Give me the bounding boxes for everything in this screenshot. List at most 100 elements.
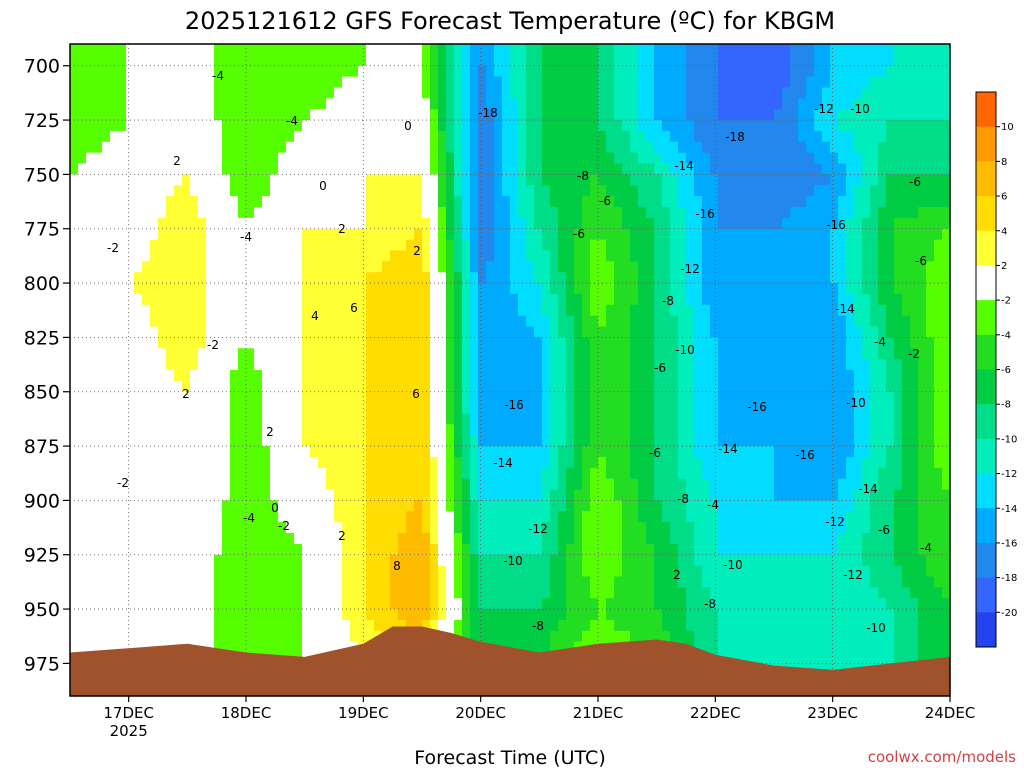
temperature-cell <box>246 272 255 284</box>
temperature-cell <box>118 609 127 621</box>
temperature-cell <box>278 478 287 491</box>
temperature-cell <box>318 304 327 317</box>
temperature-cell <box>518 370 527 382</box>
temperature-cell <box>214 304 223 317</box>
temperature-cell <box>254 326 263 338</box>
temperature-cell <box>430 239 439 252</box>
temperature-cell <box>510 598 519 610</box>
temperature-cell <box>206 446 215 458</box>
temperature-cell <box>590 543 599 556</box>
temperature-cell <box>150 87 159 99</box>
temperature-cell <box>334 630 343 643</box>
temperature-cell <box>198 163 207 175</box>
temperature-cell <box>726 576 735 588</box>
temperature-cell <box>70 511 79 523</box>
temperature-cell <box>670 130 679 143</box>
temperature-cell <box>150 152 159 165</box>
temperature-cell <box>262 413 271 425</box>
temperature-cell <box>718 598 727 610</box>
temperature-cell <box>598 152 607 165</box>
temperature-cell <box>302 576 311 588</box>
temperature-cell <box>414 109 423 121</box>
temperature-cell <box>78 120 87 132</box>
temperature-cell <box>206 76 215 89</box>
temperature-cell <box>214 261 223 273</box>
temperature-cell <box>102 489 111 501</box>
temperature-cell <box>590 217 599 230</box>
temperature-cell <box>286 98 295 110</box>
temperature-cell <box>446 130 455 143</box>
temperature-cell <box>574 250 583 262</box>
temperature-cell <box>246 109 255 121</box>
temperature-cell <box>398 228 407 241</box>
temperature-cell <box>150 402 159 415</box>
temperature-cell <box>574 326 583 338</box>
temperature-cell <box>638 424 647 436</box>
temperature-cell <box>422 598 431 610</box>
temperature-cell <box>382 391 391 404</box>
temperature-cell <box>414 44 423 56</box>
temperature-cell <box>422 609 431 621</box>
temperature-cell <box>510 326 519 338</box>
temperature-cell <box>726 239 735 252</box>
temperature-cell <box>462 337 471 349</box>
temperature-cell <box>654 228 663 241</box>
temperature-cell <box>158 283 167 295</box>
temperature-cell <box>390 207 399 219</box>
temperature-cell <box>86 141 95 154</box>
temperature-cell <box>262 315 271 328</box>
temperature-cell <box>734 196 743 208</box>
temperature-cell <box>190 554 199 567</box>
temperature-cell <box>574 185 583 197</box>
temperature-cell <box>726 65 735 78</box>
temperature-cell <box>198 533 207 545</box>
temperature-cell <box>710 54 719 67</box>
temperature-cell <box>398 109 407 121</box>
temperature-cell <box>214 533 223 545</box>
temperature-cell <box>270 565 279 578</box>
temperature-cell <box>414 315 423 328</box>
temperature-cell <box>646 196 655 208</box>
temperature-cell <box>390 315 399 328</box>
temperature-cell <box>78 217 87 230</box>
temperature-cell <box>598 54 607 67</box>
temperature-cell <box>430 619 439 632</box>
temperature-cell <box>566 185 575 197</box>
temperature-cell <box>110 272 119 284</box>
temperature-cell <box>366 446 375 458</box>
temperature-cell <box>502 283 511 295</box>
temperature-cell <box>334 65 343 78</box>
temperature-cell <box>686 207 695 219</box>
temperature-cell <box>542 391 551 404</box>
temperature-cell <box>102 207 111 219</box>
temperature-cell <box>590 239 599 252</box>
temperature-cell <box>390 228 399 241</box>
temperature-cell <box>718 630 727 643</box>
temperature-cell <box>238 76 247 89</box>
temperature-cell <box>654 54 663 67</box>
temperature-cell <box>254 250 263 262</box>
temperature-cell <box>454 304 463 317</box>
temperature-cell <box>190 293 199 306</box>
temperature-cell <box>126 500 135 512</box>
temperature-cell <box>454 359 463 371</box>
temperature-cell <box>102 272 111 284</box>
temperature-cell <box>230 402 239 415</box>
temperature-cell <box>198 174 207 186</box>
temperature-cell <box>302 293 311 306</box>
temperature-cell <box>654 380 663 393</box>
temperature-cell <box>646 76 655 89</box>
temperature-cell <box>470 467 479 480</box>
temperature-cell <box>302 489 311 501</box>
temperature-cell <box>598 446 607 458</box>
temperature-cell <box>214 478 223 491</box>
temperature-cell <box>598 359 607 371</box>
temperature-cell <box>70 598 79 610</box>
temperature-cell <box>694 207 703 219</box>
temperature-cell <box>574 456 583 469</box>
temperature-cell <box>318 609 327 621</box>
temperature-cell <box>614 283 623 295</box>
temperature-cell <box>246 446 255 458</box>
temperature-cell <box>614 272 623 284</box>
temperature-cell <box>478 283 487 295</box>
